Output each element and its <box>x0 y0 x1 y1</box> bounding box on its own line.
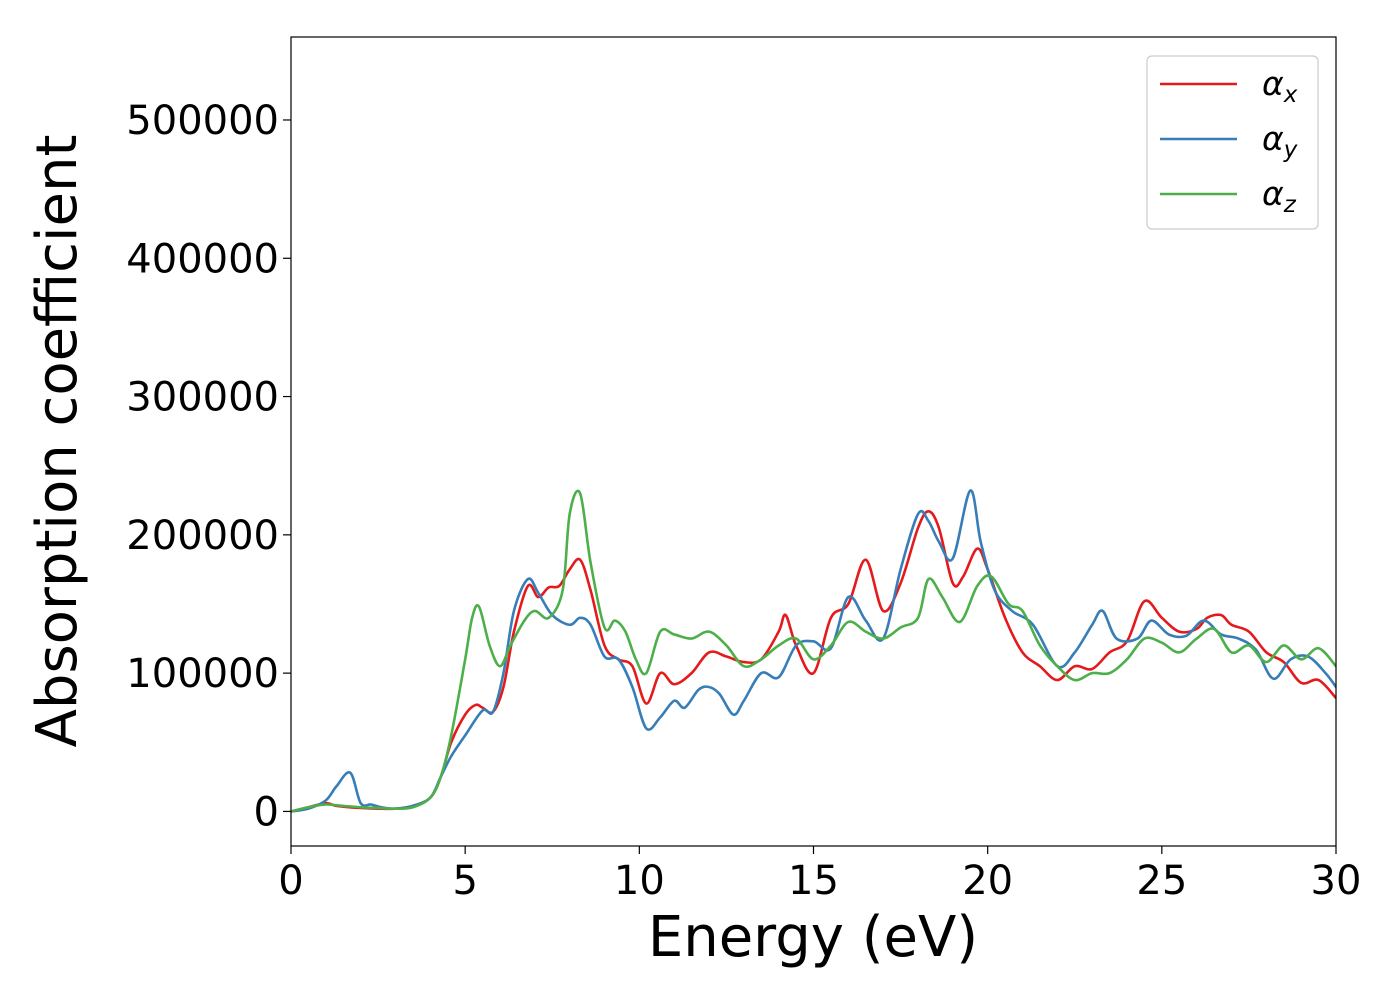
y-tick-label: 500000 <box>126 98 279 144</box>
x-axis-title: Energy (eV) <box>648 905 978 970</box>
series-line-alpha-y <box>291 489 1336 813</box>
legend-label-alpha-y: αy <box>1262 119 1298 163</box>
series-layer <box>291 489 1336 813</box>
x-tick-label: 5 <box>452 858 477 904</box>
series-line-alpha-z <box>291 489 1336 813</box>
legend-label-subscript: y <box>1283 137 1298 163</box>
y-tick-label: 300000 <box>126 375 279 421</box>
legend-label-symbol: α <box>1262 174 1284 213</box>
legend-label-subscript: x <box>1283 82 1298 108</box>
legend-label-subscript: z <box>1283 192 1297 218</box>
x-tick-label: 15 <box>788 858 839 904</box>
legend-box <box>1146 55 1319 230</box>
series-line-alpha-x <box>291 510 1336 813</box>
legend-label-symbol: α <box>1262 64 1284 103</box>
x-tick-label: 10 <box>614 858 665 904</box>
y-axis: 0 100000 200000 300000 400000 500000 <box>126 98 291 835</box>
y-tick-label: 100000 <box>126 651 279 697</box>
x-tick-label: 0 <box>278 858 303 904</box>
y-tick-label: 0 <box>254 789 279 835</box>
legend-label-alpha-x: αx <box>1262 64 1298 108</box>
y-tick-label: 400000 <box>126 236 279 282</box>
legend-label-alpha-z: αz <box>1262 174 1297 218</box>
x-tick-label: 20 <box>962 858 1013 904</box>
y-axis-title: Absorption coefficient <box>25 135 90 748</box>
legend-label-symbol: α <box>1262 119 1284 158</box>
x-tick-label: 30 <box>1311 858 1362 904</box>
x-axis: 0 5 10 15 20 25 30 <box>278 846 1361 904</box>
x-tick-label: 25 <box>1136 858 1187 904</box>
y-tick-label: 200000 <box>126 513 279 559</box>
